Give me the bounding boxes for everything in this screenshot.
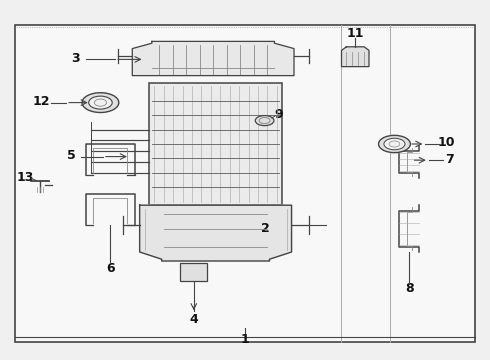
Text: 13: 13	[17, 171, 34, 184]
Text: 12: 12	[33, 95, 50, 108]
Bar	[180, 263, 207, 281]
Text: 2: 2	[261, 222, 270, 235]
Text: 9: 9	[274, 108, 283, 121]
FancyBboxPatch shape	[149, 83, 282, 205]
Ellipse shape	[82, 93, 119, 112]
Polygon shape	[140, 205, 292, 261]
Ellipse shape	[255, 116, 274, 126]
Ellipse shape	[384, 138, 405, 150]
Text: 1: 1	[241, 333, 249, 346]
Polygon shape	[342, 47, 369, 67]
Text: 10: 10	[437, 136, 455, 149]
Text: 11: 11	[346, 27, 364, 40]
Ellipse shape	[89, 96, 112, 109]
Text: 4: 4	[190, 313, 198, 326]
Bar	[15, 25, 475, 342]
Text: 7: 7	[445, 153, 454, 166]
Text: 5: 5	[67, 149, 75, 162]
Ellipse shape	[378, 135, 411, 153]
Text: 8: 8	[405, 282, 414, 295]
Polygon shape	[132, 41, 294, 76]
Text: 3: 3	[72, 52, 80, 65]
Text: 6: 6	[106, 262, 115, 275]
